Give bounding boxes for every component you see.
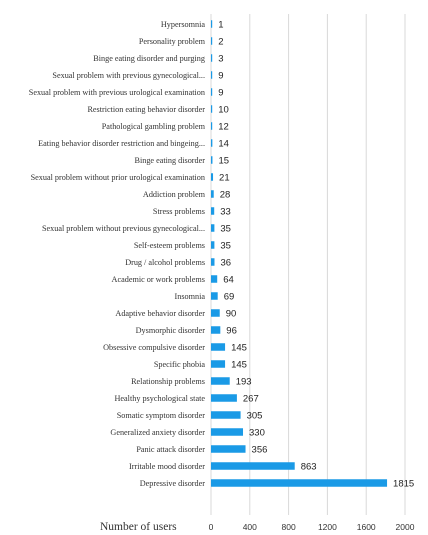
value-label: 9 <box>218 88 223 99</box>
bar <box>211 360 226 368</box>
category-labels: Hypersomnia Personality problem Binge eati… <box>29 20 206 488</box>
bar <box>211 224 215 232</box>
value-label: 267 <box>243 394 259 405</box>
category-label: Sexual problem without prior urological … <box>31 173 205 182</box>
bar <box>211 190 214 198</box>
category-label: Adaptive behavior disorder <box>115 309 205 318</box>
bar <box>211 139 213 147</box>
value-label: 96 <box>226 326 237 337</box>
value-label: 35 <box>220 224 231 235</box>
value-label: 36 <box>220 258 231 269</box>
bar <box>211 275 218 283</box>
value-label: 330 <box>249 428 265 439</box>
bar <box>211 292 218 300</box>
value-label: 14 <box>218 139 229 150</box>
x-axis-title: Number of users <box>100 521 177 533</box>
x-tick-label: 400 <box>243 522 257 532</box>
value-label: 305 <box>247 411 263 422</box>
value-label: 15 <box>218 156 229 167</box>
bar <box>211 54 213 62</box>
category-label: Eating behavior disorder restriction and… <box>38 139 205 148</box>
value-label: 12 <box>218 122 229 133</box>
category-label: Generalized anxiety disorder <box>110 428 205 437</box>
value-labels: 1239910121415212833353536646990961451451… <box>218 20 414 490</box>
value-label: 3 <box>218 54 223 65</box>
category-label: Dysmorphic disorder <box>136 326 206 335</box>
bars <box>211 20 388 487</box>
category-label: Depressive disorder <box>140 479 206 488</box>
category-label: Addiction problem <box>143 190 206 199</box>
category-label: Sexual problem with previous urological … <box>29 88 205 97</box>
category-label: Sexual problem without previous gynecolo… <box>42 224 205 233</box>
category-label: Relationship problems <box>131 377 205 386</box>
bar <box>211 105 213 113</box>
value-label: 193 <box>236 377 252 388</box>
bar <box>211 411 241 419</box>
category-label: Healthy psychological state <box>115 394 206 403</box>
category-label: Sexual problem with previous gynecologic… <box>52 71 205 80</box>
x-tick-label: 1600 <box>357 522 376 532</box>
value-label: 863 <box>301 462 317 473</box>
value-label: 35 <box>220 241 231 252</box>
category-label: Stress problems <box>153 207 205 216</box>
value-label: 10 <box>218 105 229 116</box>
x-tick-label: 0 <box>209 522 214 532</box>
x-tick-labels: 0 400 800 1200 1600 2000 <box>209 522 415 532</box>
value-label: 1815 <box>393 479 414 490</box>
category-label: Self-esteem problems <box>134 241 205 250</box>
value-label: 1 <box>218 20 223 31</box>
category-label: Personality problem <box>139 37 206 46</box>
bar <box>211 258 215 266</box>
bar <box>211 377 230 385</box>
category-label: Irritable mood disorder <box>129 462 205 471</box>
value-label: 28 <box>220 190 231 201</box>
x-tick-label: 1200 <box>318 522 337 532</box>
category-label: Specific phobia <box>154 360 206 369</box>
bar <box>211 479 388 487</box>
bar <box>211 156 213 164</box>
category-label: Pathological gambling problem <box>102 122 206 131</box>
category-label: Somatic symptom disorder <box>117 411 206 420</box>
category-label: Restriction eating behavior disorder <box>87 105 205 114</box>
x-tick-label: 800 <box>282 522 296 532</box>
category-label: Academic or work problems <box>112 275 205 284</box>
value-label: 9 <box>218 71 223 82</box>
bar <box>211 309 220 317</box>
value-label: 2 <box>218 37 223 48</box>
bar <box>211 122 213 130</box>
x-tick-label: 2000 <box>396 522 415 532</box>
value-label: 64 <box>223 275 234 286</box>
bar <box>211 37 213 45</box>
category-label: Obsessive compulsive disorder <box>103 343 205 352</box>
category-label: Binge eating disorder and purging <box>93 54 205 63</box>
bar <box>211 173 214 181</box>
bar <box>211 71 213 79</box>
bar <box>211 394 237 402</box>
bar <box>211 462 295 470</box>
value-label: 145 <box>231 343 247 354</box>
bar <box>211 445 246 453</box>
category-label: Drug / alcohol problems <box>125 258 205 267</box>
bar <box>211 207 215 215</box>
bar <box>211 88 213 96</box>
value-label: 90 <box>226 309 237 320</box>
value-label: 21 <box>219 173 230 184</box>
category-label: Hypersomnia <box>161 20 205 29</box>
category-label: Panic attack disorder <box>136 445 205 454</box>
bar <box>211 326 221 334</box>
value-label: 356 <box>252 445 268 456</box>
category-label: Insomnia <box>175 292 206 301</box>
bar <box>211 428 244 436</box>
bar <box>211 20 213 28</box>
bar <box>211 241 215 249</box>
value-label: 69 <box>224 292 235 303</box>
category-label: Binge eating disorder <box>135 156 206 165</box>
grid-lines <box>210 14 406 515</box>
value-label: 33 <box>220 207 231 218</box>
bar <box>211 343 226 351</box>
value-label: 145 <box>231 360 247 371</box>
